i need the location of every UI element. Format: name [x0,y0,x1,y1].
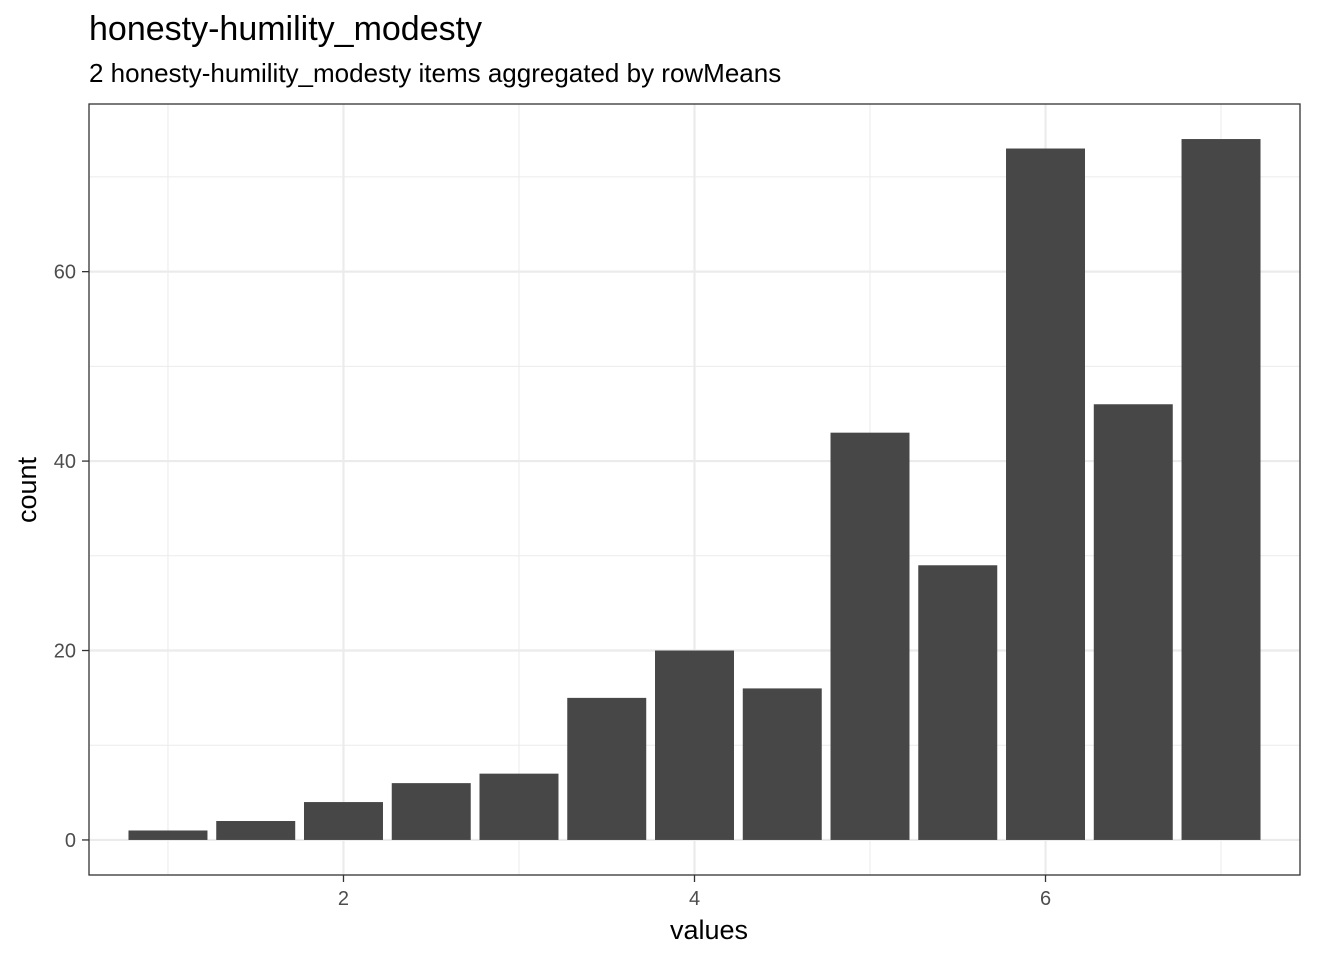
x-axis-title: values [670,915,748,945]
bar [303,802,383,840]
bar [655,650,734,840]
y-tick-label: 40 [54,451,76,473]
bar [216,821,296,840]
y-tick-label: 20 [54,641,76,663]
bar [391,783,471,840]
y-axis-ticks: 0 20 40 60 [54,262,89,852]
bar [918,565,998,840]
x-tick-label: 4 [689,888,700,910]
x-tick-label: 6 [1040,888,1051,910]
x-axis-ticks: 2 4 6 [338,875,1051,910]
x-tick-label: 2 [338,888,349,910]
bar [830,432,910,840]
bars [128,139,1261,840]
bar [1006,148,1086,840]
bar [567,697,647,840]
y-axis-title: count [12,456,42,523]
chart-title: honesty-humility_modesty [89,10,482,48]
chart-subtitle: 2 honesty-humility_modesty items aggrega… [89,58,781,88]
bar [1093,404,1173,840]
bar [128,830,208,840]
y-tick-label: 60 [54,262,76,284]
y-tick-label: 0 [65,830,76,852]
bar [1181,139,1261,840]
bar [742,688,822,840]
bar [479,773,559,840]
